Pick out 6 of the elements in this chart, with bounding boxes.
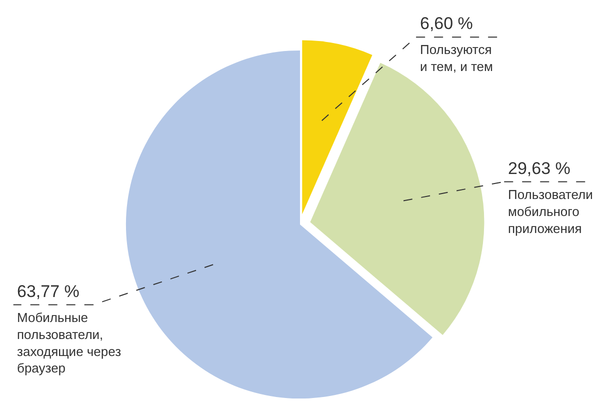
data-label: 29,63 %: [508, 159, 570, 178]
slice-label: Пользователи мобильного приложения: [508, 187, 593, 236]
slice-label: Пользуются и тем, и тем: [420, 42, 493, 74]
data-label: 6,60 %: [420, 14, 473, 33]
data-label: 63,77 %: [17, 282, 80, 301]
slice-label: Мобильные пользователи, заходящие через браузер: [17, 310, 122, 376]
